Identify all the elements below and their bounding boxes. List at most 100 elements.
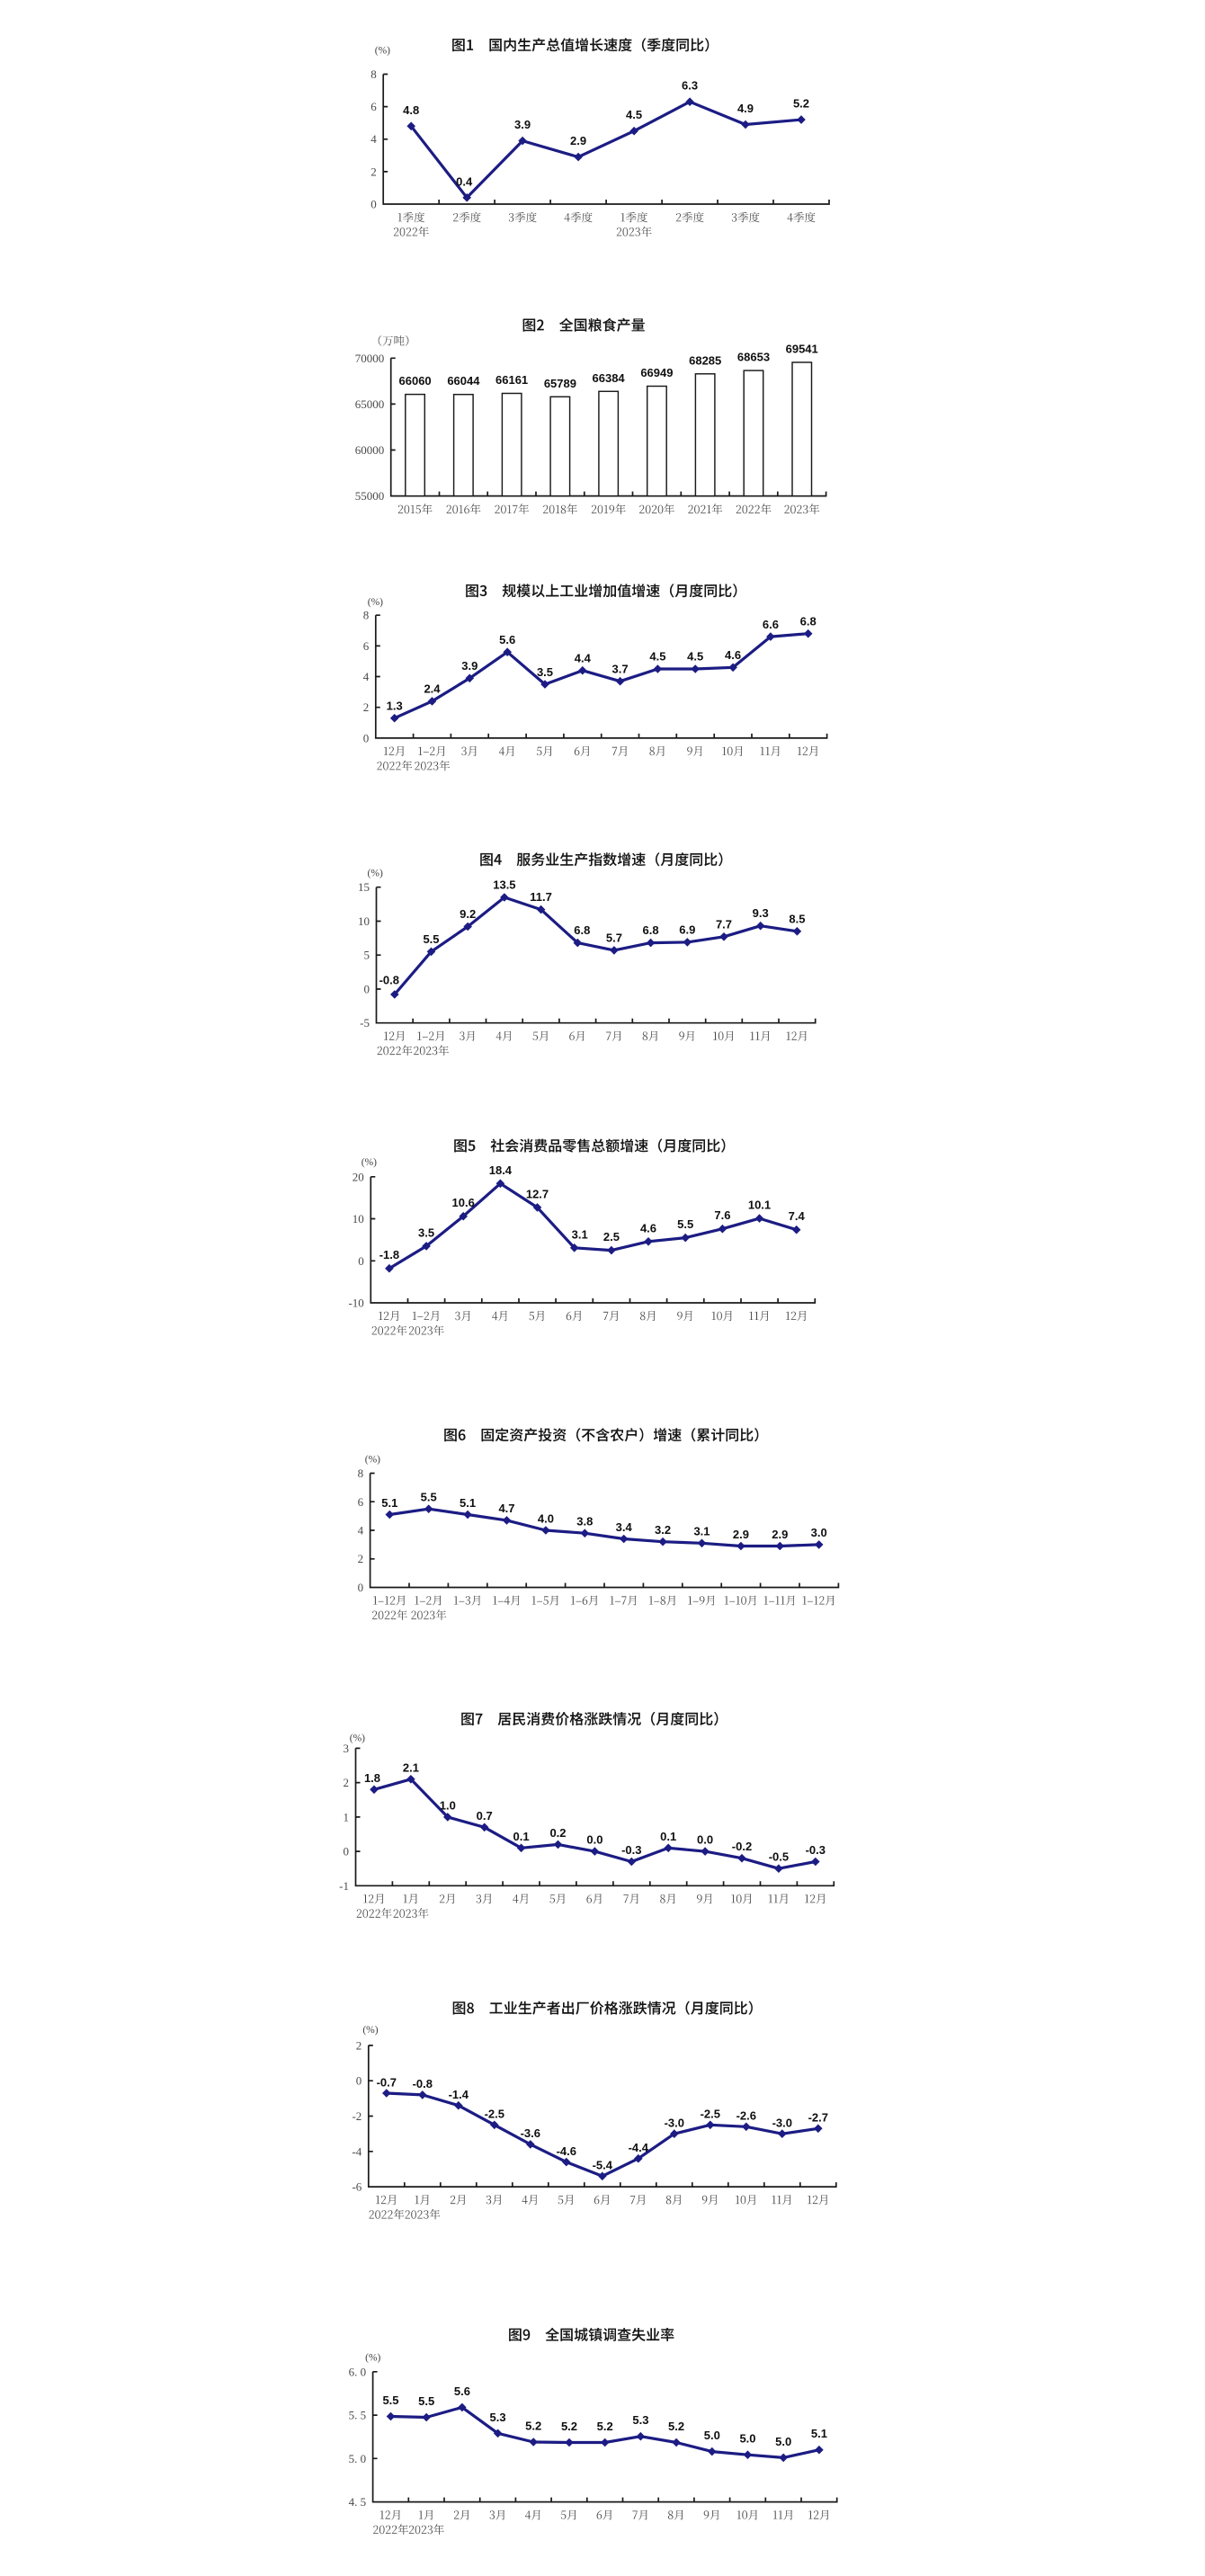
svg-text:65000: 65000 (355, 397, 385, 411)
svg-text:5: 5 (364, 949, 370, 962)
svg-text:-0.3: -0.3 (806, 1843, 826, 1857)
svg-text:10: 10 (353, 1212, 364, 1226)
svg-text:3.5: 3.5 (418, 1226, 434, 1239)
svg-text:1.3: 1.3 (387, 699, 403, 712)
svg-text:3.9: 3.9 (514, 118, 531, 131)
svg-text:10: 10 (358, 914, 370, 928)
svg-text:15: 15 (358, 880, 370, 894)
svg-text:0: 0 (358, 1581, 364, 1594)
svg-text:7.4: 7.4 (789, 1209, 806, 1223)
svg-text:5.5: 5.5 (421, 1491, 437, 1504)
svg-text:11.7: 11.7 (530, 890, 552, 904)
svg-text:-1.8: -1.8 (379, 1248, 399, 1261)
svg-text:7.7: 7.7 (716, 917, 732, 931)
svg-text:2: 2 (370, 165, 377, 178)
svg-text:6: 6 (358, 1495, 364, 1509)
svg-text:0.1: 0.1 (660, 1830, 676, 1843)
svg-text:4.5: 4.5 (626, 108, 642, 121)
svg-text:5.2: 5.2 (793, 97, 809, 111)
svg-text:6.8: 6.8 (800, 614, 817, 628)
svg-text:-4.6: -4.6 (557, 2144, 576, 2158)
svg-text:4: 4 (363, 670, 370, 683)
svg-text:2.9: 2.9 (733, 1528, 749, 1541)
svg-text:55000: 55000 (355, 489, 385, 503)
svg-text:4: 4 (370, 132, 377, 146)
svg-text:9.3: 9.3 (753, 906, 769, 920)
svg-text:5.1: 5.1 (811, 2427, 827, 2440)
svg-text:5.0: 5.0 (739, 2432, 755, 2446)
svg-text:4. 5: 4. 5 (349, 2495, 367, 2509)
svg-text:-3.0: -3.0 (665, 2117, 684, 2130)
svg-text:0.1: 0.1 (513, 1830, 530, 1843)
svg-text:(%): (%) (365, 2353, 380, 2364)
svg-text:4.7: 4.7 (498, 1502, 514, 1515)
svg-text:5.1: 5.1 (381, 1496, 397, 1510)
svg-text:3.9: 3.9 (461, 659, 478, 673)
svg-text:4.5: 4.5 (687, 650, 703, 664)
svg-text:6: 6 (363, 639, 370, 653)
svg-text:5. 0: 5. 0 (349, 2452, 367, 2465)
svg-text:3.4: 3.4 (616, 1520, 633, 1534)
svg-text:-0.7: -0.7 (377, 2075, 397, 2089)
svg-text:5.6: 5.6 (499, 633, 515, 646)
svg-text:5.5: 5.5 (418, 2394, 434, 2408)
svg-text:60000: 60000 (355, 443, 385, 457)
svg-text:6. 0: 6. 0 (349, 2365, 367, 2378)
svg-text:66044: 66044 (447, 374, 480, 388)
svg-text:4.6: 4.6 (640, 1221, 656, 1235)
svg-text:1: 1 (344, 1810, 350, 1823)
svg-text:0.0: 0.0 (586, 1833, 602, 1847)
svg-text:-0.8: -0.8 (413, 2077, 433, 2090)
svg-text:4.6: 4.6 (725, 648, 741, 662)
svg-text:20: 20 (353, 1170, 364, 1183)
svg-text:2: 2 (344, 1776, 350, 1789)
svg-text:(%): (%) (365, 1454, 380, 1465)
svg-text:-2.5: -2.5 (485, 2108, 504, 2121)
svg-text:3.0: 3.0 (811, 1526, 827, 1539)
svg-text:3.5: 3.5 (537, 665, 553, 679)
svg-text:2: 2 (358, 1552, 364, 1565)
svg-text:65789: 65789 (544, 377, 576, 390)
svg-text:5. 5: 5. 5 (349, 2409, 367, 2422)
svg-text:-0.8: -0.8 (379, 974, 399, 987)
svg-text:12.7: 12.7 (526, 1187, 549, 1200)
svg-text:5.1: 5.1 (460, 1496, 476, 1510)
svg-text:0: 0 (344, 1845, 350, 1858)
svg-text:8: 8 (370, 67, 377, 81)
svg-text:0.2: 0.2 (549, 1826, 566, 1840)
svg-text:3.1: 3.1 (572, 1227, 588, 1241)
svg-text:-3.6: -3.6 (521, 2126, 540, 2140)
svg-text:4: 4 (358, 1524, 364, 1538)
svg-text:4.4: 4.4 (575, 651, 592, 664)
svg-text:66384: 66384 (593, 371, 626, 385)
svg-text:4.0: 4.0 (538, 1511, 554, 1525)
svg-text:4.5: 4.5 (649, 650, 665, 664)
svg-text:6.9: 6.9 (679, 923, 695, 936)
svg-text:3.8: 3.8 (576, 1515, 593, 1529)
svg-text:5.3: 5.3 (490, 2411, 506, 2424)
svg-text:8: 8 (358, 1466, 364, 1480)
svg-text:-5.4: -5.4 (593, 2159, 613, 2172)
svg-text:2.9: 2.9 (772, 1528, 788, 1541)
svg-text:5.2: 5.2 (525, 2420, 541, 2433)
svg-text:5.2: 5.2 (597, 2420, 613, 2433)
svg-text:(%): (%) (368, 597, 383, 608)
svg-text:3.7: 3.7 (612, 662, 629, 675)
svg-text:5.5: 5.5 (423, 932, 439, 946)
svg-text:10.6: 10.6 (452, 1196, 475, 1209)
svg-text:66949: 66949 (640, 366, 673, 379)
svg-text:69541: 69541 (786, 343, 818, 356)
svg-text:4.9: 4.9 (737, 102, 754, 115)
svg-text:3.2: 3.2 (655, 1523, 671, 1537)
svg-text:5.2: 5.2 (668, 2420, 684, 2433)
svg-text:2: 2 (363, 700, 370, 714)
svg-text:-0.5: -0.5 (769, 1850, 789, 1864)
svg-text:5.0: 5.0 (775, 2435, 791, 2448)
svg-text:-0.3: -0.3 (621, 1843, 641, 1857)
svg-text:5.6: 5.6 (454, 2384, 470, 2398)
svg-text:10.1: 10.1 (748, 1199, 771, 1212)
svg-text:-2.5: -2.5 (701, 2108, 720, 2121)
svg-text:66161: 66161 (495, 373, 528, 387)
svg-text:(%): (%) (350, 1733, 365, 1743)
svg-text:(%): (%) (368, 869, 383, 879)
